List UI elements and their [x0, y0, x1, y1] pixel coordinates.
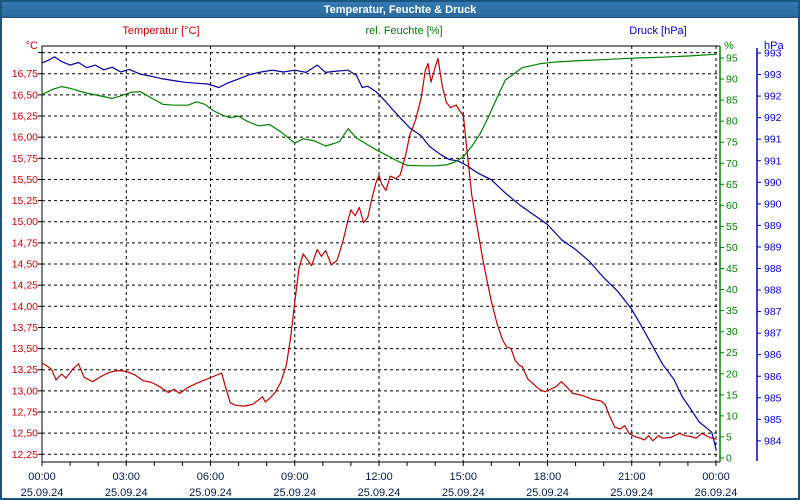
svg-text:986: 986 — [764, 349, 782, 361]
svg-text:25.09.24: 25.09.24 — [189, 487, 232, 498]
svg-text:70: 70 — [726, 158, 738, 170]
svg-text:25.09.24: 25.09.24 — [526, 487, 569, 498]
svg-text:10: 10 — [726, 410, 738, 422]
svg-text:25.09.24: 25.09.24 — [21, 487, 64, 498]
svg-text:985: 985 — [764, 392, 782, 404]
svg-text:20: 20 — [726, 368, 738, 380]
svg-text:15,00: 15,00 — [12, 216, 38, 228]
svg-text:13,50: 13,50 — [12, 343, 38, 355]
svg-text:95: 95 — [726, 53, 738, 65]
svg-text:15,25: 15,25 — [12, 195, 38, 207]
svg-text:989: 989 — [764, 241, 782, 253]
svg-text:12:00: 12:00 — [365, 471, 393, 483]
svg-text:50: 50 — [726, 242, 738, 254]
svg-text:45: 45 — [726, 263, 738, 275]
humidity-series — [41, 53, 717, 167]
svg-text:40: 40 — [726, 284, 738, 296]
svg-text:990: 990 — [764, 198, 782, 210]
svg-text:993: 993 — [764, 69, 782, 81]
svg-text:0: 0 — [726, 453, 732, 465]
svg-text:06:00: 06:00 — [197, 471, 225, 483]
svg-text:35: 35 — [726, 305, 738, 317]
svg-text:60: 60 — [726, 200, 738, 212]
title-bar: Temperatur, Feuchte & Druck — [2, 2, 798, 18]
svg-text:25.09.24: 25.09.24 — [442, 487, 485, 498]
svg-text:988: 988 — [764, 285, 782, 297]
page-title: Temperatur, Feuchte & Druck — [323, 3, 477, 16]
temperature-axis: 16,75 16,50 16,25 16,00 15,75 15,50 15,25 15,00… — [12, 40, 42, 461]
svg-text:988: 988 — [764, 263, 782, 275]
plot-frame — [41, 45, 720, 463]
svg-text:12,50: 12,50 — [12, 428, 38, 440]
svg-text:65: 65 — [726, 179, 738, 191]
svg-text:55: 55 — [726, 221, 738, 233]
legend-temperature: Temperatur [°C] — [122, 25, 200, 37]
svg-text:16,75: 16,75 — [12, 68, 38, 80]
svg-text:13,00: 13,00 — [12, 385, 38, 397]
svg-text:18:00: 18:00 — [534, 471, 562, 483]
legend-pressure: Druck [hPa] — [629, 25, 687, 37]
svg-text:25.09.24: 25.09.24 — [105, 487, 148, 498]
svg-text:75: 75 — [726, 137, 738, 149]
svg-text:991: 991 — [764, 155, 782, 167]
svg-text:987: 987 — [764, 306, 782, 318]
svg-text:12,75: 12,75 — [12, 407, 38, 419]
svg-text:993: 993 — [764, 48, 782, 60]
svg-text:25: 25 — [726, 347, 738, 359]
svg-text:5: 5 — [726, 431, 732, 443]
svg-text:15,75: 15,75 — [12, 153, 38, 165]
svg-text:16,25: 16,25 — [12, 111, 38, 123]
svg-text:25.09.24: 25.09.24 — [273, 487, 316, 498]
svg-text:14,75: 14,75 — [12, 237, 38, 249]
svg-text:992: 992 — [764, 112, 782, 124]
svg-text:15:00: 15:00 — [449, 471, 477, 483]
temperature-series — [41, 57, 717, 442]
svg-text:16,00: 16,00 — [12, 132, 38, 144]
svg-text:991: 991 — [764, 134, 782, 146]
time-axis: 00:00 25.09.24 03:00 25.09.24 06:00 25.09.24 0… — [21, 462, 738, 498]
grid-lines — [42, 46, 720, 462]
svg-text:90: 90 — [726, 74, 738, 86]
svg-text:14,25: 14,25 — [12, 280, 38, 292]
pressure-axis: 993 993 992 992 991 991 990 990 989 989 988 988 987 9… — [756, 40, 784, 461]
svg-text:°C: °C — [26, 40, 38, 52]
svg-text:00:00: 00:00 — [28, 471, 56, 483]
svg-text:80: 80 — [726, 116, 738, 128]
svg-text:12,25: 12,25 — [12, 449, 38, 461]
svg-text:%: % — [724, 40, 734, 52]
svg-text:13,25: 13,25 — [12, 364, 38, 376]
svg-text:30: 30 — [726, 326, 738, 338]
svg-text:990: 990 — [764, 177, 782, 189]
svg-text:15: 15 — [726, 389, 738, 401]
svg-text:03:00: 03:00 — [112, 471, 140, 483]
svg-text:984: 984 — [764, 435, 782, 447]
svg-text:14,00: 14,00 — [12, 301, 38, 313]
svg-text:992: 992 — [764, 91, 782, 103]
svg-text:00:00: 00:00 — [702, 471, 730, 483]
legend-humidity: rel. Feuchte [%] — [365, 25, 443, 37]
svg-text:hPa: hPa — [764, 40, 784, 52]
svg-text:21:00: 21:00 — [618, 471, 646, 483]
svg-text:09:00: 09:00 — [281, 471, 309, 483]
svg-text:14,50: 14,50 — [12, 259, 38, 271]
svg-text:13,75: 13,75 — [12, 322, 38, 334]
svg-text:25.09.24: 25.09.24 — [358, 487, 401, 498]
svg-text:15,50: 15,50 — [12, 174, 38, 186]
svg-text:987: 987 — [764, 328, 782, 340]
svg-text:985: 985 — [764, 414, 782, 426]
svg-text:989: 989 — [764, 220, 782, 232]
svg-text:85: 85 — [726, 95, 738, 107]
svg-text:986: 986 — [764, 371, 782, 383]
svg-text:16,50: 16,50 — [12, 89, 38, 101]
pressure-series — [41, 56, 717, 450]
svg-text:25.09.24: 25.09.24 — [610, 487, 653, 498]
svg-text:26.09.24: 26.09.24 — [695, 487, 738, 498]
